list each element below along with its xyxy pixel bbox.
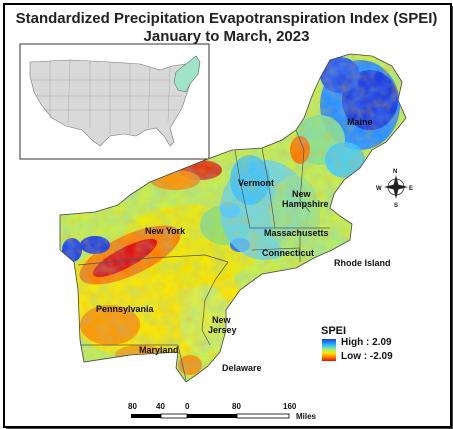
scale-unit: Miles	[296, 412, 317, 421]
scale-tick-4: 160	[283, 402, 297, 411]
compass-w: W	[376, 186, 382, 192]
legend-high-label: High : 2.09	[341, 337, 392, 348]
scale-tick-0: 80	[128, 402, 137, 411]
label-new-hampshire-1: New	[292, 189, 312, 199]
scale-tick-2: 0	[185, 402, 190, 411]
northeast-outline	[59, 53, 407, 383]
label-rhode-island: Rhode Island	[334, 258, 391, 268]
usa-outline	[29, 55, 201, 147]
state-labels: Maine Vermont New Hampshire Massachusett…	[96, 117, 391, 373]
compass-s: S	[394, 203, 398, 209]
inset-state-lines	[30, 59, 182, 134]
label-pennsylvania: Pennsylvania	[96, 304, 155, 314]
map-title: Standardized Precipitation Evapotranspir…	[15, 10, 438, 27]
scale-tick-3: 80	[232, 402, 241, 411]
label-vermont: Vermont	[238, 178, 274, 188]
label-maryland: Maryland	[139, 345, 179, 355]
label-new-york: New York	[145, 226, 186, 236]
legend-title: SPEI	[321, 325, 347, 337]
inset-northeast-highlight	[173, 55, 201, 93]
compass-e: E	[409, 186, 413, 192]
scale-tick-1: 40	[156, 402, 165, 411]
label-maine: Maine	[347, 117, 373, 127]
map-subtitle: January to March, 2023	[143, 28, 310, 45]
label-delaware: Delaware	[222, 363, 262, 373]
inset-map	[19, 43, 210, 160]
compass-icon: N E S W	[376, 169, 413, 209]
label-new-jersey-1: New	[212, 315, 232, 325]
label-massachusetts: Massachusetts	[264, 228, 329, 238]
legend-color-ramp	[322, 339, 336, 361]
label-new-jersey-2: Jersey	[208, 325, 237, 335]
scale-bar	[131, 413, 290, 419]
legend-low-label: Low : -2.09	[341, 351, 393, 362]
compass-n: N	[393, 169, 397, 175]
label-new-hampshire-2: Hampshire	[282, 199, 329, 209]
state-boundaries	[77, 129, 330, 381]
label-connecticut: Connecticut	[262, 248, 314, 258]
